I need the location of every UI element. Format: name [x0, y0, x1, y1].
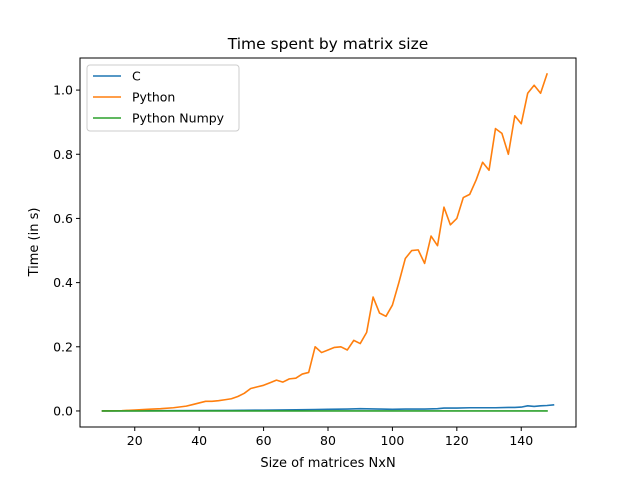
series-line-1 [101, 73, 549, 412]
y-axis: 0.0 0.2 0.4 0.6 0.8 1.0 [53, 83, 80, 418]
y-tick-label: 0.6 [53, 211, 73, 226]
legend: C Python Python Numpy [86, 64, 240, 132]
y-tick-label: 0.4 [53, 275, 73, 290]
x-tick-label: 100 [380, 433, 404, 448]
legend-box [86, 64, 240, 132]
y-tick-label: 1.0 [53, 83, 73, 98]
plot-lines [101, 73, 555, 412]
y-axis-label: Time (in s) [27, 208, 42, 278]
x-tick-label: 140 [509, 433, 533, 448]
x-tick-label: 60 [256, 433, 272, 448]
x-tick-label: 120 [445, 433, 469, 448]
x-tick-label: 40 [191, 433, 207, 448]
chart-title: Time spent by matrix size [227, 35, 429, 53]
y-tick-label: 0.8 [53, 147, 73, 162]
legend-label-0: C [132, 69, 141, 84]
x-tick-label: 20 [127, 433, 143, 448]
y-tick-label: 0.0 [53, 403, 73, 418]
y-tick-label: 0.2 [53, 339, 73, 354]
legend-label-1: Python [132, 90, 175, 105]
x-tick-label: 80 [320, 433, 336, 448]
legend-label-2: Python Numpy [132, 111, 225, 126]
x-axis-label: Size of matrices NxN [260, 456, 395, 471]
x-axis: 20 40 60 80 100 120 140 [127, 427, 533, 448]
